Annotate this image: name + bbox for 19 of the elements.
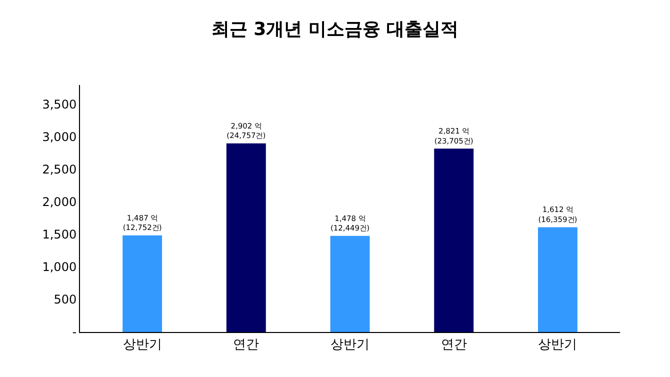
bar [330,236,370,332]
y-tick-label: 1,500 [42,228,77,242]
y-tick-label: 3,000 [42,130,77,144]
y-tick-label: 1,000 [42,260,77,274]
x-tick-label: 연간 [440,338,467,353]
chart-title: 최근 3개년 미소금융 대출실적 [211,19,459,40]
bar [434,148,474,332]
bar [538,227,578,332]
y-tick-label: 2,500 [42,162,77,177]
y-tick-label: 3,500 [42,98,77,112]
x-tick-label: 상반기 [122,338,162,353]
x-tick-label: 상반기 [330,338,370,353]
y-tick-label: - [72,325,77,340]
bar [226,143,266,332]
y-tick-label: 2,000 [42,195,77,210]
y-tick-label: 500 [54,292,77,307]
x-tick-label: 연간 [233,338,260,353]
bar [122,235,162,332]
x-tick-label: 상반기 [538,338,578,353]
